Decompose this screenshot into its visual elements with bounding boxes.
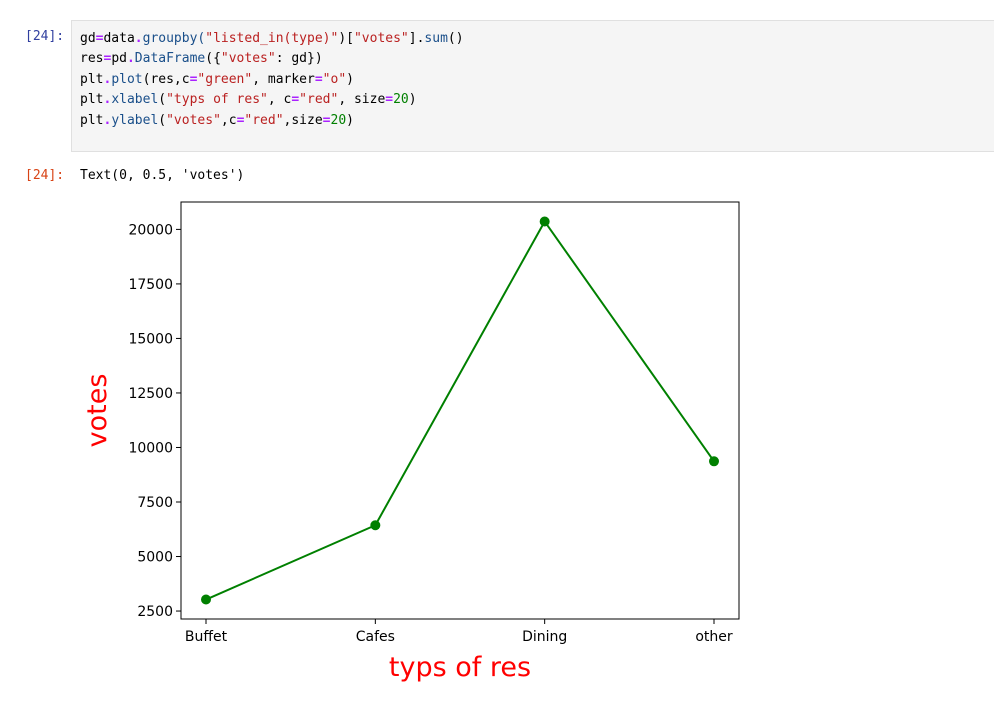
data-point-marker (539, 216, 550, 227)
y-tick-label: 2500 (137, 604, 173, 620)
code-token: "o" (322, 71, 347, 87)
code-token: 20 (330, 112, 347, 128)
x-tick-label: other (695, 629, 733, 645)
x-axis-ticks: Buffet Cafes Dining other (185, 619, 733, 645)
code-token: = (103, 51, 112, 67)
code-token: (res,c (142, 71, 190, 87)
code-token: = (95, 31, 104, 46)
y-tick-label: 17500 (128, 277, 173, 293)
data-point-marker (201, 594, 211, 605)
code-token: . (126, 51, 135, 67)
code-token: ( (158, 112, 167, 128)
code-token: data (103, 31, 135, 46)
data-point-marker (370, 520, 381, 531)
code-token: = (189, 71, 198, 87)
code-token: "red" (299, 92, 339, 108)
code-token: ,size (283, 112, 323, 128)
code-token: "listed_in(type)" (205, 31, 339, 46)
series-markers (201, 216, 719, 605)
y-tick-label: 12500 (128, 386, 173, 402)
y-tick-label: 7500 (137, 495, 173, 511)
code-token: ) (346, 71, 354, 87)
code-token: = (385, 92, 394, 108)
code-token: ) (408, 92, 417, 108)
code-line: plt.plot(res,c="green", marker="o") (80, 70, 464, 90)
line-chart: 2500 5000 7500 10000 12500 15000 17500 20000 Bu… (82, 201, 740, 683)
code-token: plt (80, 112, 104, 128)
input-prompt: [24]: (25, 29, 65, 44)
code-token: = (236, 112, 245, 128)
code-token: "red" (244, 112, 284, 128)
code-token: groupby( (142, 31, 206, 46)
code-token: plt (80, 71, 104, 87)
y-axis-label: votes (82, 374, 113, 448)
x-axis-label: typs of res (389, 652, 531, 683)
code-line: res=pd.DataFrame({"votes": gd}) (80, 49, 464, 69)
code-line: plt.xlabel("typs of res", c="red", size=… (80, 90, 464, 110)
code-token: "votes" (353, 31, 409, 46)
code-token: . (103, 112, 112, 128)
x-tick-label: Dining (522, 629, 567, 645)
y-tick-label: 15000 (128, 331, 173, 347)
code-token: plot (111, 71, 143, 87)
code-line: plt.ylabel("votes",c="red",size=20) (80, 111, 464, 131)
x-tick-label: Cafes (356, 629, 395, 645)
code-token: , c (267, 92, 292, 108)
code-token: . (103, 92, 112, 108)
code-token: , marker (252, 71, 315, 87)
plot-frame (180, 201, 740, 620)
code-token: = (314, 71, 323, 87)
code-token: xlabel (111, 92, 159, 108)
code-token: = (291, 92, 300, 108)
code-token: : gd}) (275, 51, 323, 67)
code-token: . (103, 71, 112, 87)
output-prompt: [24]: (25, 168, 65, 183)
code-token: "typs of res" (166, 92, 268, 108)
series-line (205, 219, 715, 601)
code-token: sum (424, 31, 448, 46)
x-tick-label: Buffet (185, 629, 228, 645)
code-token: 20 (393, 92, 409, 108)
y-axis-ticks: 2500 5000 7500 10000 12500 15000 17500 20000 (128, 222, 181, 620)
y-tick-label: 20000 (128, 222, 173, 238)
code-token: ) (346, 112, 354, 128)
code-token: "votes" (220, 51, 276, 67)
code-token: , size (338, 92, 386, 108)
code-token: res (80, 51, 104, 67)
code-token: ({ (205, 51, 221, 67)
code-token: plt (80, 92, 104, 108)
code-cell-input[interactable]: gd=data.groupby("listed_in(type)")["vote… (71, 20, 994, 152)
code-token: gd (80, 31, 96, 46)
code-token: . (134, 31, 143, 46)
code-token: ]. (408, 31, 425, 46)
data-point-marker (709, 456, 719, 467)
code-line: gd=data.groupby("listed_in(type)")["vote… (80, 29, 464, 49)
code-token: ylabel (111, 112, 159, 128)
code-token: "green" (197, 71, 253, 87)
code-token: ,c (220, 112, 237, 128)
code-token: () (447, 31, 464, 46)
code-editor[interactable]: gd=data.groupby("listed_in(type)")["vote… (80, 29, 464, 131)
y-tick-label: 10000 (128, 440, 173, 456)
code-token: ( (158, 92, 167, 108)
code-token: pd (111, 51, 127, 67)
code-token: "votes" (166, 112, 221, 128)
code-token: = (322, 112, 331, 128)
code-token: DataFrame (134, 51, 206, 67)
output-text: Text(0, 0.5, 'votes') (80, 168, 245, 183)
y-tick-label: 5000 (137, 550, 173, 566)
code-token: )[ (338, 31, 354, 46)
